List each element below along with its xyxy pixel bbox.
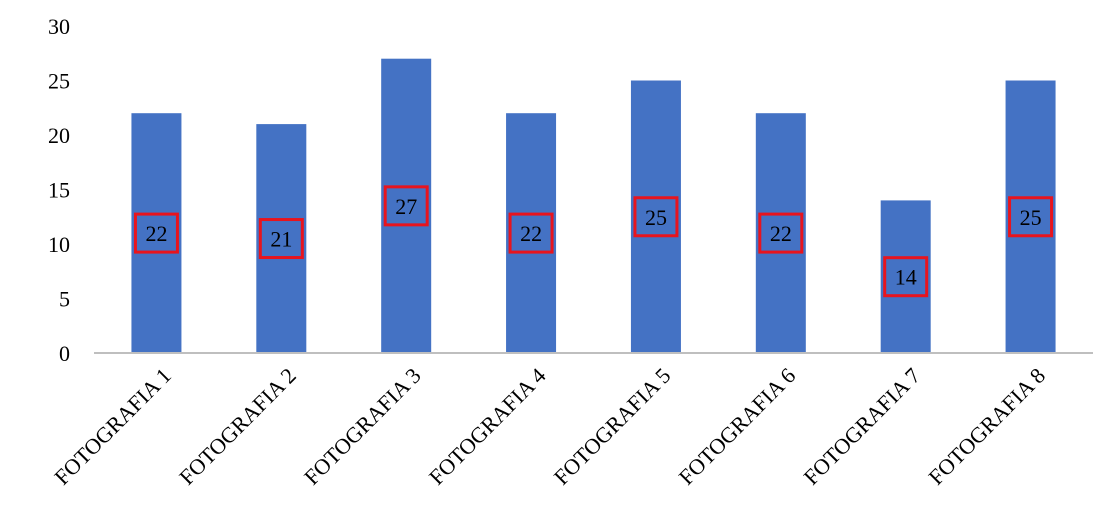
y-tick-label: 20: [48, 123, 70, 148]
data-label: 22: [133, 212, 179, 254]
y-tick-label: 25: [48, 69, 70, 94]
data-label: 27: [383, 185, 429, 227]
bar: [381, 58, 432, 353]
data-label: 25: [633, 196, 679, 238]
data-label-text: 27: [395, 194, 417, 219]
bar: [755, 113, 806, 353]
data-label: 14: [883, 256, 929, 298]
x-tick-label: FOTOGRAFIA 3: [299, 363, 426, 490]
y-tick-label: 15: [48, 178, 70, 203]
bar: [630, 80, 681, 353]
data-label: 22: [508, 212, 554, 254]
data-label-box: [883, 256, 929, 298]
x-tick-label: FOTOGRAFIA 1: [49, 363, 176, 490]
y-tick-label: 30: [48, 14, 70, 39]
data-label-text: 22: [770, 221, 792, 246]
y-tick-label: 10: [48, 232, 70, 257]
data-label-box: [133, 212, 179, 254]
data-label-box: [758, 212, 804, 254]
y-axis-tick-labels: 0 5 10 15 20 25 30: [48, 14, 70, 366]
bar: [256, 124, 307, 353]
data-label-text: 21: [270, 227, 292, 252]
data-label-text: 22: [145, 221, 167, 246]
x-tick-label: FOTOGRAFIA 5: [549, 363, 676, 490]
data-label-text: 22: [520, 221, 542, 246]
data-label-box: [258, 218, 304, 260]
x-tick-label: FOTOGRAFIA 4: [424, 363, 551, 490]
x-tick-label: FOTOGRAFIA 2: [174, 363, 301, 490]
data-label: 21: [258, 218, 304, 260]
data-labels-group: 22 21 27 22 25 22 14 25: [133, 185, 1054, 298]
bar: [1005, 80, 1056, 353]
data-label-box: [508, 212, 554, 254]
bar: [506, 113, 557, 353]
data-label-box: [383, 185, 429, 227]
x-tick-label: FOTOGRAFIA 8: [923, 363, 1050, 490]
data-label-text: 25: [1020, 205, 1042, 230]
data-label-box: [1008, 196, 1054, 238]
x-tick-label: FOTOGRAFIA 6: [674, 363, 801, 490]
x-tick-label: FOTOGRAFIA 7: [798, 363, 925, 490]
y-tick-label: 0: [59, 341, 70, 366]
data-label-text: 25: [645, 205, 667, 230]
data-label: 25: [1008, 196, 1054, 238]
data-label-text: 14: [895, 265, 917, 290]
data-label-box: [633, 196, 679, 238]
y-tick-label: 5: [59, 287, 70, 312]
bar: [131, 113, 182, 353]
bars-group: [131, 58, 1056, 353]
data-label: 22: [758, 212, 804, 254]
bar: [880, 200, 931, 353]
